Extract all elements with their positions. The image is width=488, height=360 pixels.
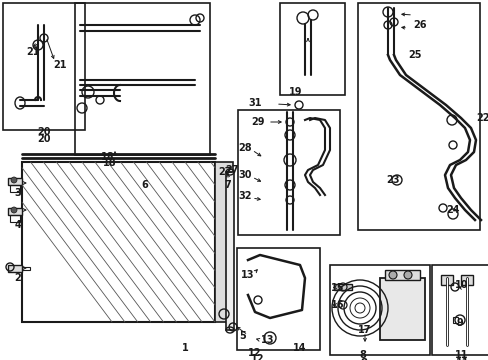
Text: 32: 32 (238, 191, 251, 201)
Text: 21: 21 (26, 47, 40, 57)
Text: 31: 31 (248, 98, 261, 108)
Text: 16: 16 (330, 300, 344, 310)
Bar (225, 172, 234, 330)
Text: 4: 4 (15, 220, 21, 230)
Text: 8: 8 (359, 350, 366, 360)
Bar (3, 3, 85, 130)
Bar (10, 185, 20, 192)
Text: 17: 17 (358, 325, 371, 335)
Text: 18: 18 (103, 158, 117, 168)
Text: 23: 23 (386, 175, 399, 185)
Bar (440, 275, 452, 285)
Text: 22: 22 (475, 113, 488, 123)
Text: 27: 27 (225, 165, 238, 175)
Text: 25: 25 (407, 50, 421, 60)
Bar (215, 162, 232, 322)
Text: 29: 29 (251, 117, 264, 127)
Text: 19: 19 (289, 87, 302, 97)
Text: 27: 27 (218, 167, 231, 177)
Bar (238, 110, 339, 235)
Text: 2: 2 (15, 273, 21, 283)
Bar (452, 317, 457, 323)
Bar (431, 265, 488, 355)
Text: 20: 20 (37, 127, 51, 137)
Text: 8: 8 (360, 358, 366, 360)
Text: 13: 13 (241, 270, 254, 280)
Text: 21: 21 (53, 60, 67, 70)
Bar (280, 3, 345, 95)
Text: 18: 18 (101, 152, 115, 162)
Text: 20: 20 (37, 134, 51, 144)
Text: 12: 12 (251, 354, 264, 360)
Bar (22, 267, 30, 270)
Text: 24: 24 (446, 205, 459, 215)
Bar (10, 215, 20, 222)
Bar (460, 275, 472, 285)
Circle shape (388, 271, 396, 279)
Text: 30: 30 (238, 170, 251, 180)
Text: 9: 9 (456, 318, 463, 328)
Bar (329, 265, 429, 355)
Text: 3: 3 (15, 188, 21, 198)
Text: 22: 22 (485, 113, 488, 123)
Circle shape (403, 271, 411, 279)
Text: 6: 6 (142, 180, 148, 190)
Text: 26: 26 (412, 20, 426, 30)
Circle shape (11, 207, 17, 213)
Text: 28: 28 (238, 143, 251, 153)
Text: 13: 13 (261, 335, 274, 345)
Text: 5: 5 (239, 331, 246, 341)
Text: 11: 11 (455, 358, 469, 360)
Bar (379, 278, 424, 340)
Text: 11: 11 (454, 350, 468, 360)
Bar (75, 3, 209, 155)
Text: 7: 7 (224, 180, 231, 190)
Bar (8, 208, 22, 215)
Text: 1: 1 (181, 343, 188, 353)
Bar (333, 284, 351, 290)
Circle shape (11, 177, 17, 183)
Bar (384, 270, 419, 280)
Text: 12: 12 (248, 348, 261, 358)
Bar (357, 3, 479, 230)
Bar (8, 178, 22, 185)
Text: 14: 14 (293, 343, 306, 353)
Bar (237, 248, 319, 350)
Bar (22, 162, 215, 322)
Bar (8, 265, 22, 272)
Text: 15: 15 (330, 283, 344, 293)
Text: 10: 10 (454, 280, 468, 290)
